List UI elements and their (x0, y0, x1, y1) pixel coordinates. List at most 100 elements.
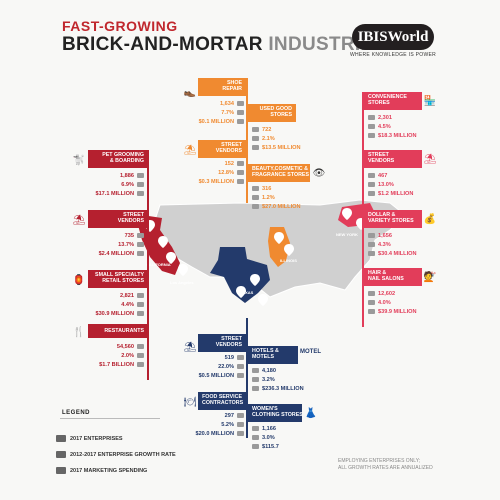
growth-icon (56, 451, 66, 458)
store-icon: 🏪 (423, 95, 437, 107)
state-label-new-york: NEW YORK (336, 232, 358, 237)
legend-title: LEGEND (62, 410, 91, 416)
cart-icon: ⛱ (72, 214, 86, 226)
legend-item-enterprises: 2017 ENTERPRISES (56, 435, 123, 442)
illinois-shape (268, 227, 290, 267)
eye-icon: 👁 (312, 167, 326, 179)
pet-grooming-header: PET GROOMING & BOARDING (88, 150, 148, 168)
map-pin-icon (342, 208, 352, 220)
connector-line (246, 78, 248, 203)
cart-icon: ⛱ (183, 144, 197, 156)
legend-item-growth: 2012-2017 ENTERPRISE GROWTH RATE (56, 451, 176, 458)
enterprises-icon (56, 435, 66, 442)
motel-sign-icon: MOTEL (300, 349, 321, 355)
cart-icon: ⛱ (183, 341, 197, 353)
enterprises-icon (237, 413, 244, 419)
food-service-header: FOOD SERVICE CONTRACTORS (198, 392, 246, 410)
hair-nail-header: HAIR & NAIL SALONS (364, 268, 422, 286)
enterprises-icon (237, 161, 244, 167)
food-service-stats: 297 5.2% $20.0 MILLION (180, 412, 244, 439)
street-vendors-center-stats: 152 12.8% $0.3 MILLION (180, 160, 244, 187)
womens-clothing-header: WOMEN'S CLOTHING STORES (248, 404, 303, 422)
connector-line (362, 92, 364, 327)
hotels-header: HOTELS & MOTELS (248, 346, 298, 364)
spending-icon (237, 431, 244, 437)
street-vendors-right-header: STREET VENDORS (364, 150, 422, 168)
dollar-stats: 1,656 4.3% $30.4 MILLION (368, 232, 432, 259)
spending-icon (137, 362, 144, 368)
spending-icon (252, 145, 259, 151)
spending-icon (237, 373, 244, 379)
growth-icon (368, 242, 375, 248)
used-goods-header: USED GOOD STORES (248, 104, 296, 122)
enterprises-icon (137, 233, 144, 239)
hair-nail-stats: 12,602 4.0% $39.9 MILLION (368, 290, 432, 317)
footnote: EMPLOYING ENTERPRISES ONLY; ALL GROWTH R… (338, 458, 433, 471)
street-vendors-texas-stats: 519 22.0% $0.5 MILLION (180, 354, 244, 381)
enterprises-icon (252, 368, 259, 374)
map-pin-icon (274, 232, 284, 244)
spending-icon (252, 386, 259, 392)
spending-icon (137, 251, 144, 257)
dog-icon: 🐩 (72, 154, 86, 166)
street-vendors-center-header: STREET VENDORS (198, 140, 246, 158)
street-vendors-right-stats: 467 13.0% $1.2 MILLION (368, 172, 432, 199)
enterprises-icon (252, 426, 259, 432)
small-specialty-stats: 2,821 4.4% $30.9 MILLION (80, 292, 144, 319)
enterprises-icon (137, 173, 144, 179)
connector-line (246, 318, 248, 438)
legend-divider (60, 418, 160, 419)
header-kicker: FAST-GROWING (62, 18, 178, 34)
page-title: BRICK-AND-MORTAR INDUSTRIES (62, 34, 386, 56)
map-pin-icon (178, 264, 188, 276)
growth-icon (237, 170, 244, 176)
used-goods-stats: 722 2.1% $13.5 MILLION (252, 126, 316, 153)
spending-icon (368, 191, 375, 197)
dress-icon: 👗 (304, 407, 318, 419)
spending-icon (368, 251, 375, 257)
spending-icon (237, 179, 244, 185)
map-pin-icon (258, 294, 268, 306)
enterprises-icon (252, 127, 259, 133)
growth-icon (252, 435, 259, 441)
growth-icon (252, 377, 259, 383)
shoe-repair-stats: 1,634 7.7% $0.1 MILLION (180, 100, 244, 127)
spending-icon (252, 444, 259, 450)
map-pin-icon (158, 236, 168, 248)
cart-icon: ⛱ (423, 153, 437, 165)
title-dark: BRICK-AND-MORTAR (62, 34, 263, 55)
enterprises-icon (368, 115, 375, 121)
spending-icon (368, 133, 375, 139)
growth-icon (252, 136, 259, 142)
restaurants-stats: 54,560 2.0% $1.7 BILLION (80, 343, 144, 370)
food-tray-icon: 🍽 (183, 396, 197, 408)
state-label-illinois: ILLINOIS (280, 258, 297, 263)
map-pin-icon (284, 244, 294, 256)
dollar-header: DOLLAR & VARIETY STORES (364, 210, 422, 228)
money-bag-icon: 💰 (423, 213, 437, 225)
hotels-stats: 4,180 3.2% $236.3 MILLION (252, 367, 322, 394)
state-label-texas: TEXAS (240, 290, 254, 295)
enterprises-icon (368, 233, 375, 239)
growth-icon (237, 422, 244, 428)
beauty-stats: 316 1.2% $27.0 MILLION (252, 185, 316, 212)
street-vendors-left-stats: 735 13.7% $2.4 MILLION (80, 232, 144, 259)
growth-icon (368, 300, 375, 306)
enterprises-icon (137, 344, 144, 350)
growth-icon (237, 110, 244, 116)
spending-icon (237, 119, 244, 125)
growth-icon (237, 364, 244, 370)
beauty-header: BEAUTY,COSMETIC & FRAGRANCE STORES (248, 164, 310, 182)
city-label-la: Los Angeles (170, 280, 194, 285)
street-vendors-left-header: STREET VENDORS (88, 210, 148, 228)
spending-icon (368, 309, 375, 315)
enterprises-icon (368, 173, 375, 179)
shoe-icon: 👞 (183, 86, 197, 98)
map-pin-icon (166, 252, 176, 264)
enterprises-icon (237, 355, 244, 361)
state-label-california: CALIFORNIA (146, 262, 171, 267)
connector-line (147, 150, 149, 380)
spending-icon (137, 191, 144, 197)
enterprises-icon (237, 101, 244, 107)
